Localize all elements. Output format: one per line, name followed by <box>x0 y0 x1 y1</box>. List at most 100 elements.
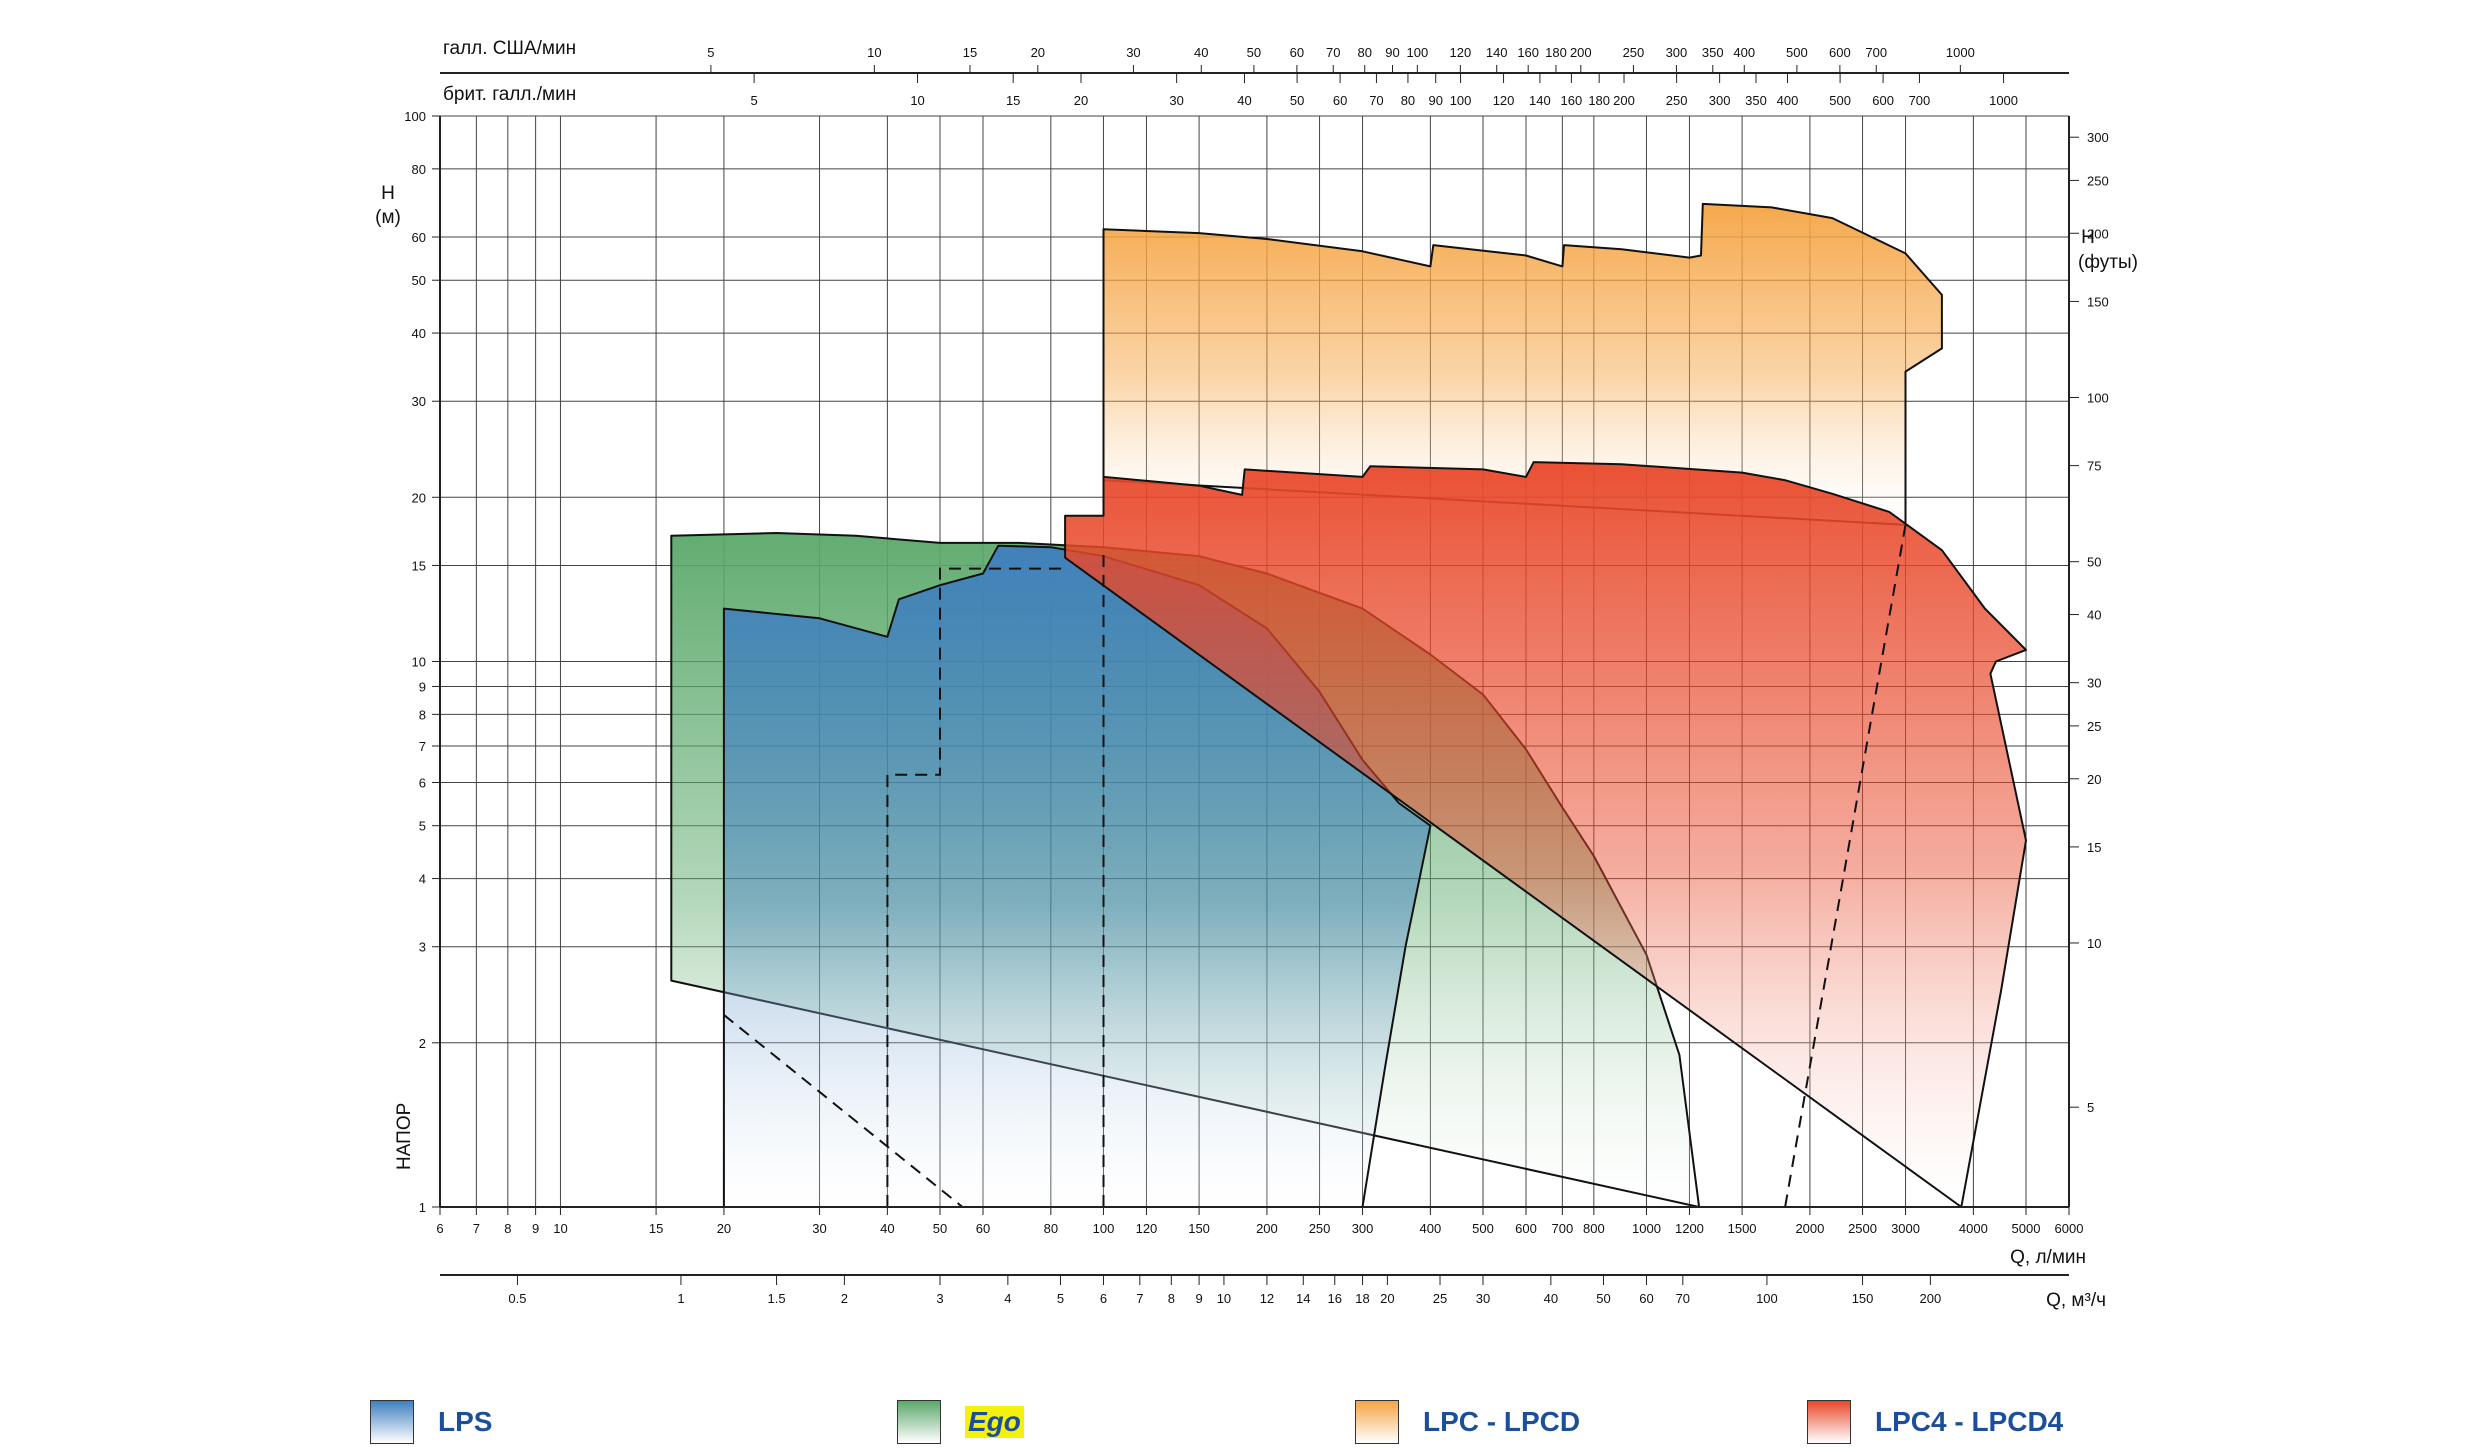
legend-label-lps: LPS <box>438 1406 493 1437</box>
us-gpm-label-700: 700 <box>1865 45 1887 60</box>
x-tick-label-30: 30 <box>812 1221 826 1236</box>
m3h-label-150: 150 <box>1852 1291 1874 1306</box>
uk-gpm-label-180: 180 <box>1588 93 1610 108</box>
uk-gpm-label-30: 30 <box>1169 93 1183 108</box>
us-gpm-label-80: 80 <box>1357 45 1371 60</box>
m3h-label-100: 100 <box>1756 1291 1778 1306</box>
y-tick-label-80: 80 <box>412 162 426 177</box>
y2-tick-label-30: 30 <box>2087 676 2101 691</box>
legend-label-lpc: LPC - LPCD <box>1423 1406 1581 1437</box>
legend-swatch-ego <box>897 1400 941 1444</box>
uk-gpm-label-160: 160 <box>1561 93 1583 108</box>
x-tick-label-15: 15 <box>649 1221 663 1236</box>
m3h-label-4: 4 <box>1004 1291 1011 1306</box>
y2-tick-label-40: 40 <box>2087 608 2101 623</box>
x-tick-label-100: 100 <box>1093 1221 1115 1236</box>
us-gpm-label-180: 180 <box>1545 45 1567 60</box>
us-gpm-label-70: 70 <box>1326 45 1340 60</box>
m3h-label-2: 2 <box>841 1291 848 1306</box>
uk-gpm-label-120: 120 <box>1493 93 1515 108</box>
us-gpm-label-20: 20 <box>1031 45 1045 60</box>
series-area-lpc4-lpcd4 <box>1064 461 2027 1208</box>
y-tick-label-15: 15 <box>412 558 426 573</box>
y-tick-label-40: 40 <box>412 326 426 341</box>
m3h-label-5: 5 <box>1057 1291 1064 1306</box>
uk-gpm-label-1000: 1000 <box>1989 93 2018 108</box>
m3h-label-8: 8 <box>1168 1291 1175 1306</box>
m3h-label-200: 200 <box>1920 1291 1942 1306</box>
m3h-label-10: 10 <box>1217 1291 1231 1306</box>
us-gpm-label-40: 40 <box>1194 45 1208 60</box>
y-tick-label-30: 30 <box>412 394 426 409</box>
y-tick-label-50: 50 <box>412 273 426 288</box>
uk-gpm-label-600: 600 <box>1872 93 1894 108</box>
us-gpm-label-400: 400 <box>1733 45 1755 60</box>
x-axis-label: Q, л/мин <box>2010 1247 2086 1268</box>
m3h-label-50: 50 <box>1596 1291 1610 1306</box>
y-axis-side-label: НАПОР <box>394 1103 415 1170</box>
y-axis-label: H (м) <box>375 183 401 228</box>
m3h-label-18: 18 <box>1355 1291 1369 1306</box>
uk-gpm-label-400: 400 <box>1777 93 1799 108</box>
uk-gpm-label-500: 500 <box>1829 93 1851 108</box>
uk-gpm-label-40: 40 <box>1237 93 1251 108</box>
m3h-label-0.5: 0.5 <box>508 1291 526 1306</box>
y-tick-label-100: 100 <box>404 109 426 124</box>
series-area-lpc-lpcd <box>1102 202 1943 526</box>
us-gpm-label-160: 160 <box>1517 45 1539 60</box>
m3h-label-1: 1 <box>677 1291 684 1306</box>
x2-axis-label: Q, м³/ч <box>2046 1290 2106 1311</box>
top-axis-us-gpm-label: галл. США/мин <box>443 38 576 59</box>
m3h-label-16: 16 <box>1328 1291 1342 1306</box>
x-tick-label-600: 600 <box>1515 1221 1537 1236</box>
m3h-label-12: 12 <box>1260 1291 1274 1306</box>
us-gpm-label-50: 50 <box>1247 45 1261 60</box>
series-dashed-lines <box>723 524 1907 1208</box>
legend-swatch-lps <box>370 1400 414 1444</box>
legend-swatch-lpc4 <box>1807 1400 1851 1444</box>
legend-label-ego: Ego <box>965 1406 1024 1438</box>
x-tick-label-20: 20 <box>717 1221 731 1236</box>
y-tick-label-7: 7 <box>419 739 426 754</box>
x-tick-label-9: 9 <box>532 1221 539 1236</box>
us-gpm-label-10: 10 <box>867 45 881 60</box>
uk-gpm-label-200: 200 <box>1613 93 1635 108</box>
m3h-label-7: 7 <box>1136 1291 1143 1306</box>
m3h-label-14: 14 <box>1296 1291 1310 1306</box>
y-tick-label-60: 60 <box>412 230 426 245</box>
tick-labels: 6 7 8 9 10 15 20 30 40 50 60 80 100 120 150 200 250 300 40… <box>404 45 2108 1306</box>
uk-gpm-label-140: 140 <box>1529 93 1551 108</box>
x-tick-label-700: 700 <box>1552 1221 1574 1236</box>
legend-swatch-lpc <box>1355 1400 1399 1444</box>
m3h-label-60: 60 <box>1639 1291 1653 1306</box>
uk-gpm-label-90: 90 <box>1428 93 1442 108</box>
us-gpm-label-60: 60 <box>1290 45 1304 60</box>
legend-item-lps: LPS <box>370 1400 492 1444</box>
series-areas <box>670 202 2027 1208</box>
us-gpm-label-300: 300 <box>1666 45 1688 60</box>
x-tick-label-400: 400 <box>1420 1221 1442 1236</box>
us-gpm-label-140: 140 <box>1486 45 1508 60</box>
uk-gpm-label-70: 70 <box>1369 93 1383 108</box>
series-dash-lpc-lpcd-0 <box>1784 524 1907 1208</box>
m3h-label-40: 40 <box>1544 1291 1558 1306</box>
m3h-label-20: 20 <box>1380 1291 1394 1306</box>
us-gpm-label-120: 120 <box>1449 45 1471 60</box>
y2-tick-label-300: 300 <box>2087 130 2109 145</box>
y-tick-label-2: 2 <box>419 1036 426 1051</box>
uk-gpm-label-100: 100 <box>1450 93 1472 108</box>
us-gpm-label-1000: 1000 <box>1946 45 1975 60</box>
m3h-label-25: 25 <box>1433 1291 1447 1306</box>
us-gpm-label-500: 500 <box>1786 45 1808 60</box>
y-tick-label-9: 9 <box>419 679 426 694</box>
y2-tick-label-150: 150 <box>2087 294 2109 309</box>
x-tick-label-60: 60 <box>976 1221 990 1236</box>
m3h-label-1.5: 1.5 <box>768 1291 786 1306</box>
uk-gpm-label-250: 250 <box>1666 93 1688 108</box>
x-tick-label-2000: 2000 <box>1795 1221 1824 1236</box>
m3h-label-3: 3 <box>936 1291 943 1306</box>
y2-tick-label-50: 50 <box>2087 555 2101 570</box>
y-tick-label-10: 10 <box>412 655 426 670</box>
x-tick-label-8: 8 <box>504 1221 511 1236</box>
y-tick-label-20: 20 <box>412 490 426 505</box>
